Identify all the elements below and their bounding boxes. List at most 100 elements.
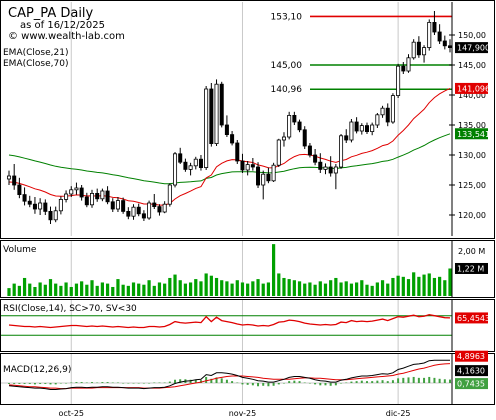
- candle-body-79: [416, 41, 421, 56]
- candle-body-56: [297, 121, 302, 131]
- macd-hist-24: [132, 382, 135, 384]
- macd-hist-32: [174, 379, 177, 383]
- macd-hist-61: [324, 382, 327, 386]
- macd-hist-44: [236, 382, 239, 384]
- volume-bar-1: [12, 283, 16, 296]
- macd-hist-52: [277, 382, 280, 385]
- volume-bar-47: [251, 281, 255, 296]
- macd-hist-31: [168, 381, 171, 383]
- volume-bar-18: [100, 282, 104, 296]
- volume-bar-31: [168, 277, 172, 296]
- volume-bar-21: [116, 279, 120, 296]
- macd-hist-84: [443, 379, 446, 383]
- volume-bar-19: [105, 283, 110, 296]
- last-close-badge-bg: [455, 42, 488, 54]
- volume-bar-40: [214, 277, 219, 296]
- candle-body-2: [17, 184, 22, 195]
- macd-hist-17: [96, 382, 99, 384]
- volume-bar-4: [28, 283, 32, 296]
- candle-body-28: [152, 202, 157, 207]
- candle-body-78: [411, 41, 416, 59]
- candle-body-44: [235, 142, 240, 162]
- candle-body-49: [261, 173, 266, 186]
- candle-body-75: [396, 65, 401, 96]
- candle-body-4: [27, 200, 32, 205]
- candle-body-74: [390, 95, 395, 123]
- macd-hist-42: [225, 379, 228, 383]
- candle-body-20: [110, 201, 115, 210]
- macd-hist-69: [365, 381, 368, 383]
- volume-bar-73: [386, 283, 390, 296]
- volume-bar-78: [412, 272, 416, 296]
- volume-bar-33: [178, 280, 182, 296]
- volume-bar-5: [33, 286, 37, 296]
- macd-hist-85: [449, 379, 451, 383]
- candle-body-33: [178, 153, 183, 163]
- volume-bar-75: [396, 275, 400, 296]
- volume-bar-51: [271, 244, 276, 296]
- candle-body-25: [136, 206, 141, 215]
- volume-bar-46: [246, 283, 250, 296]
- volume-bar-8: [48, 279, 53, 296]
- y-tick-150: 150,00: [458, 31, 486, 40]
- macd-hist-3: [23, 382, 26, 384]
- macd-hist-38: [205, 376, 208, 383]
- ema70-badge: 133,541: [457, 130, 490, 139]
- candle-body-64: [339, 135, 344, 168]
- macd-hist-11: [65, 382, 68, 384]
- volume-bar-69: [365, 284, 369, 296]
- x-tick-oct-25: oct-25: [59, 409, 85, 418]
- volume-title: Volume: [3, 245, 37, 255]
- ema21-badge: 141,096: [457, 84, 490, 93]
- macd-hist-7: [44, 382, 47, 384]
- volume-bar-36: [194, 279, 198, 296]
- volume-bar-60: [318, 281, 322, 296]
- candle-body-63: [333, 166, 338, 174]
- volume-bar-55: [292, 280, 296, 296]
- volume-bar-39: [209, 275, 213, 296]
- volume-bar-26: [142, 284, 146, 296]
- volume-bar-50: [266, 282, 271, 296]
- macd-hist-79: [417, 377, 420, 383]
- macd-hist-40: [215, 377, 218, 383]
- macd-hist-51: [272, 382, 275, 386]
- volume-bar-81: [427, 273, 431, 296]
- macd-hist-66: [350, 381, 353, 383]
- volume-bar-12: [69, 286, 73, 296]
- candle-body-3: [22, 194, 27, 202]
- volume-bar-25: [137, 283, 141, 296]
- macd-hist-80: [423, 377, 426, 383]
- volume-last-badge: 1,22 M: [457, 264, 484, 273]
- candle-body-73: [385, 107, 390, 123]
- volume-bar-52: [277, 273, 281, 296]
- macd-hist-68: [360, 380, 363, 383]
- volume-bar-20: [111, 286, 115, 296]
- y-tick-120: 120,00: [458, 211, 486, 220]
- volume-bar-67: [355, 282, 359, 296]
- macd-hist-10: [59, 382, 62, 384]
- macd-hist-53: [282, 382, 285, 384]
- volume-bar-83: [438, 276, 442, 296]
- candle-body-19: [105, 190, 110, 203]
- macd-hist-55: [293, 380, 296, 383]
- candle-body-76: [401, 65, 406, 72]
- macd-hist-6: [39, 382, 42, 384]
- candle-body-12: [69, 189, 74, 195]
- macd-hist-60: [319, 382, 322, 386]
- macd-hist-0: [8, 382, 10, 384]
- candle-body-65: [344, 135, 349, 141]
- volume-bar-62: [329, 280, 333, 296]
- macd-hist-49: [262, 382, 265, 386]
- candle-body-58: [307, 145, 312, 156]
- candle-body-62: [328, 166, 333, 174]
- candle-body-68: [359, 125, 364, 132]
- candle-body-57: [302, 129, 307, 147]
- candle-body-50: [266, 173, 271, 182]
- volume-bar-56: [297, 281, 302, 296]
- macd-hist-1: [13, 382, 16, 384]
- candle-body-40: [214, 83, 219, 144]
- volume-bar-72: [380, 280, 385, 296]
- volume-bar-49: [261, 283, 265, 296]
- candle-body-45: [240, 160, 245, 171]
